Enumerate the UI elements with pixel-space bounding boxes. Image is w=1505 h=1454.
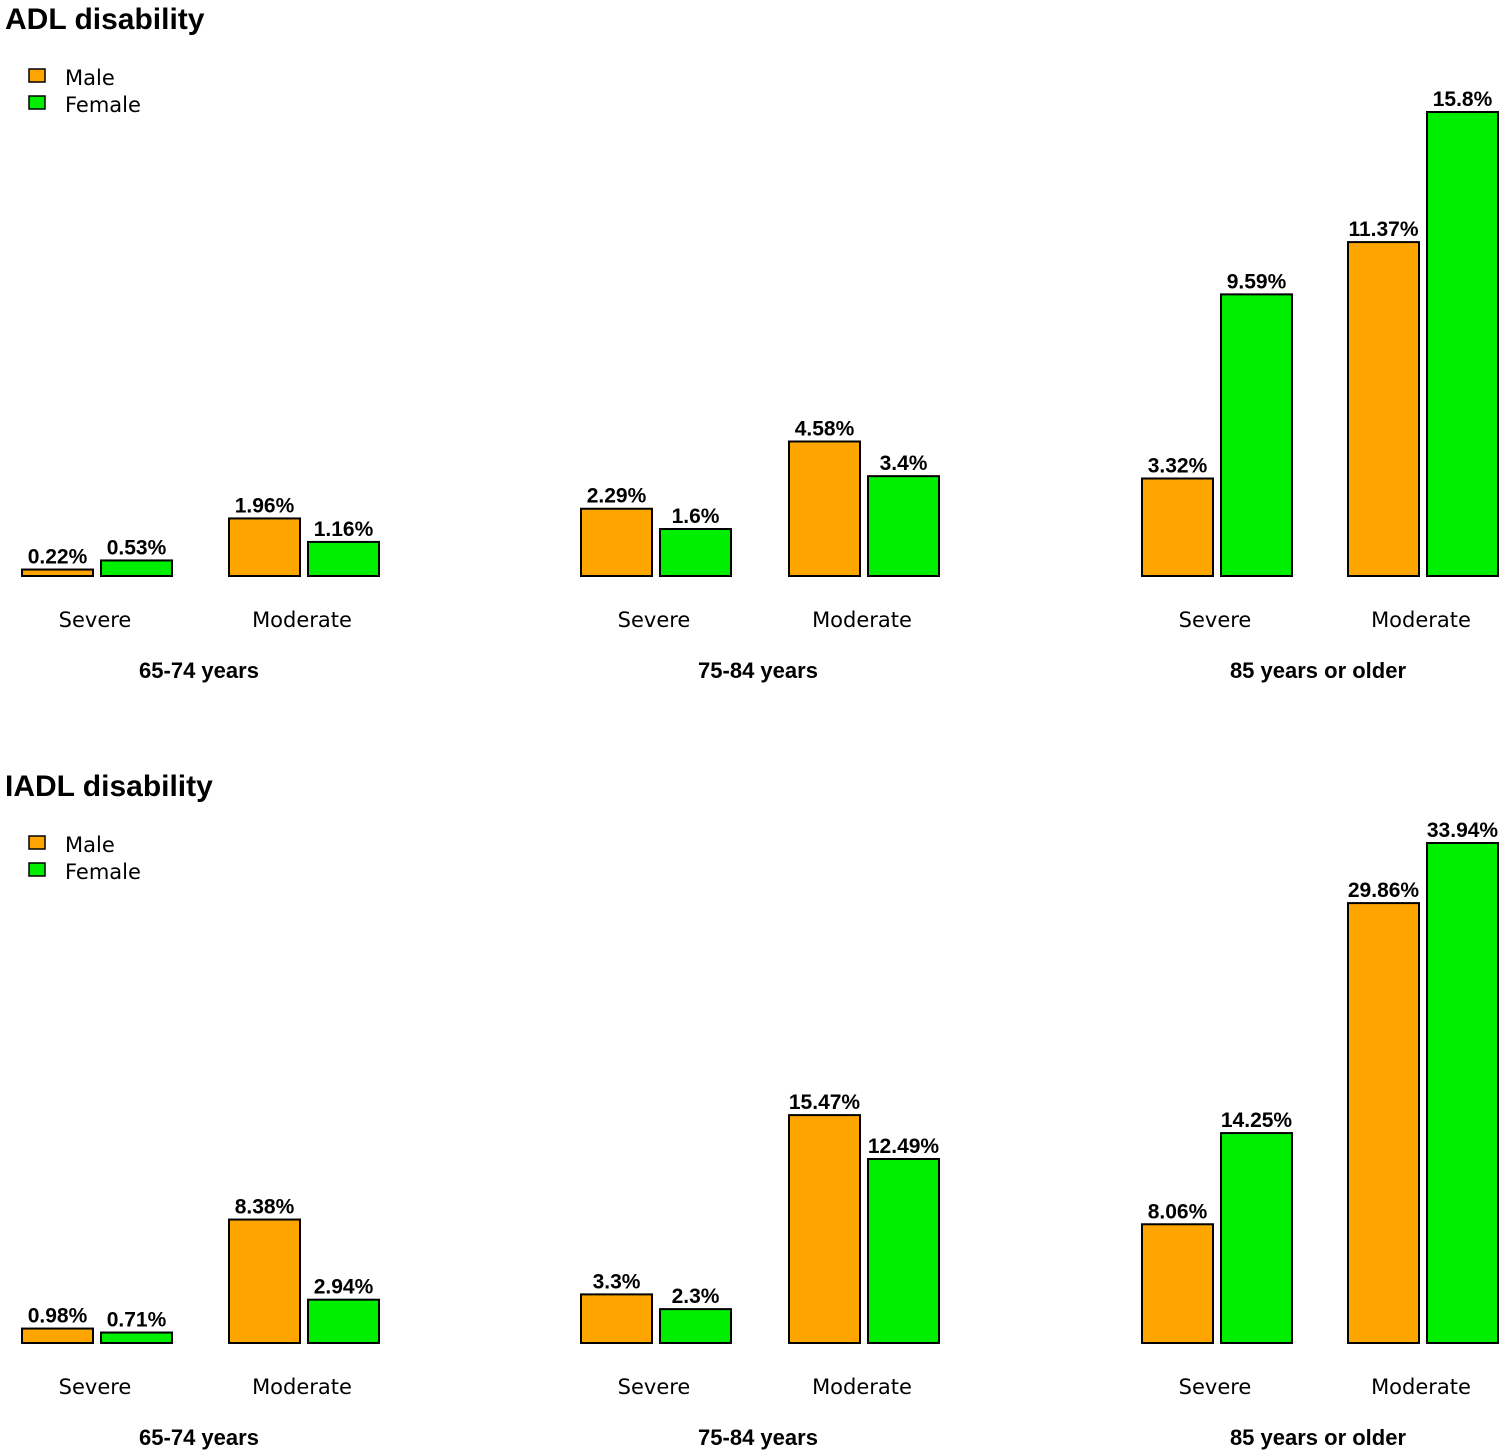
data-label: 0.53% — [107, 536, 167, 559]
group-label: 85 years or older — [1230, 658, 1407, 683]
data-label: 0.98% — [28, 1305, 88, 1328]
legend-swatch-female — [28, 95, 46, 110]
data-label: 15.47% — [789, 1091, 861, 1114]
data-label: 2.94% — [314, 1276, 374, 1299]
group-label: 65-74 years — [139, 658, 259, 683]
category-label: Severe — [1179, 1375, 1252, 1399]
bar-female — [1220, 293, 1293, 577]
category-label: Severe — [618, 1375, 691, 1399]
bar-female — [867, 1157, 940, 1344]
bar-male — [788, 440, 861, 578]
data-label: 12.49% — [868, 1135, 940, 1158]
data-label: 3.4% — [880, 452, 928, 475]
data-label: 29.86% — [1348, 879, 1420, 902]
bar-female — [1220, 1132, 1293, 1344]
data-label: 8.38% — [235, 1196, 295, 1219]
bar-female — [1426, 111, 1499, 577]
data-label: 1.96% — [235, 494, 295, 517]
bar-female — [1426, 842, 1499, 1344]
chart-panel-adl: ADL disability Male Female 0.22% 0.53% Severe… — [5, 3, 1499, 683]
data-label: 0.71% — [107, 1309, 167, 1332]
bar-male — [21, 568, 94, 578]
data-label: 9.59% — [1227, 270, 1287, 293]
chart-title: IADL disability — [5, 770, 213, 803]
legend-swatch-male — [28, 835, 46, 850]
legend-swatch-male — [28, 68, 46, 83]
group-label: 65-74 years — [139, 1425, 259, 1450]
bar-female — [659, 528, 732, 577]
category-label: Severe — [59, 1375, 132, 1399]
bar-female — [307, 540, 380, 578]
bar-male — [1347, 902, 1420, 1344]
category-label: Moderate — [1371, 608, 1471, 632]
category-label: Severe — [59, 608, 132, 632]
bar-female — [100, 559, 173, 577]
bar-male — [1141, 1223, 1214, 1345]
bar-male — [788, 1114, 861, 1344]
bar-female — [307, 1298, 380, 1344]
category-label: Moderate — [812, 1375, 912, 1399]
category-label: Moderate — [252, 1375, 352, 1399]
legend-label-male: Male — [65, 66, 115, 90]
bar-male — [580, 1293, 653, 1344]
bar-male — [580, 507, 653, 577]
bar-male — [1347, 241, 1420, 578]
bar-female — [867, 475, 940, 577]
data-label: 1.6% — [672, 505, 720, 528]
bar-female — [659, 1308, 732, 1345]
category-label: Severe — [1179, 608, 1252, 632]
category-label: Severe — [618, 608, 691, 632]
legend-label-male: Male — [65, 833, 115, 857]
data-label: 0.22% — [28, 546, 88, 569]
data-label: 33.94% — [1427, 819, 1499, 842]
data-label: 3.3% — [593, 1270, 641, 1293]
group-label: 85 years or older — [1230, 1425, 1407, 1450]
data-label: 8.06% — [1148, 1200, 1208, 1223]
data-label: 14.25% — [1221, 1109, 1293, 1132]
data-label: 4.58% — [795, 417, 855, 440]
group-label: 75-84 years — [698, 1425, 818, 1450]
bar-female — [100, 1331, 173, 1345]
data-label: 2.29% — [587, 485, 647, 508]
data-label: 15.8% — [1433, 88, 1493, 111]
data-label: 1.16% — [314, 518, 374, 541]
chart-panel-iadl: IADL disability Male Female 0.98% 0.71% Sever… — [5, 770, 1499, 1450]
category-label: Moderate — [1371, 1375, 1471, 1399]
bar-male — [21, 1327, 94, 1344]
legend-label-female: Female — [65, 93, 141, 117]
legend-label-female: Female — [65, 860, 141, 884]
chart-title: ADL disability — [5, 3, 205, 36]
category-label: Moderate — [252, 608, 352, 632]
category-label: Moderate — [812, 608, 912, 632]
data-label: 2.3% — [672, 1285, 720, 1308]
bar-male — [1141, 477, 1214, 577]
bar-male — [228, 1218, 301, 1345]
group-label: 75-84 years — [698, 658, 818, 683]
bar-male — [228, 517, 301, 577]
legend-swatch-female — [28, 862, 46, 877]
data-label: 11.37% — [1348, 218, 1418, 241]
data-label: 3.32% — [1148, 455, 1208, 478]
